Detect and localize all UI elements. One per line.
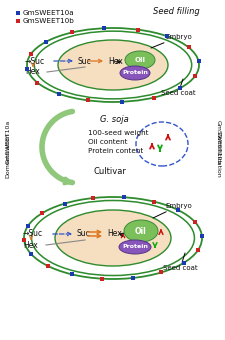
Text: Oil content: Oil content — [88, 139, 127, 145]
Text: GmSWEET10b: GmSWEET10b — [215, 120, 220, 164]
Text: Protein: Protein — [122, 244, 147, 250]
Ellipse shape — [124, 220, 157, 242]
Text: Cultivar: Cultivar — [93, 168, 126, 176]
Text: Hex: Hex — [23, 240, 38, 250]
Text: Oil: Oil — [135, 226, 146, 236]
Text: G. soja: G. soja — [99, 116, 128, 124]
Text: GmSWEET10b: GmSWEET10b — [23, 18, 74, 24]
Ellipse shape — [58, 40, 167, 90]
Text: Embryo: Embryo — [152, 203, 191, 218]
Ellipse shape — [119, 240, 150, 254]
Text: Hex: Hex — [25, 68, 40, 76]
Text: Domestication: Domestication — [215, 132, 220, 178]
Ellipse shape — [124, 51, 154, 69]
Text: Hex: Hex — [106, 230, 121, 238]
Text: Protein content: Protein content — [88, 148, 143, 154]
Text: GmSWEET10a: GmSWEET10a — [5, 120, 10, 164]
Text: Suc: Suc — [77, 230, 90, 238]
Text: Domestication: Domestication — [5, 132, 10, 178]
Text: Hex: Hex — [108, 56, 122, 66]
Text: 100-seed weight: 100-seed weight — [88, 130, 148, 136]
Text: Seed coat: Seed coat — [162, 253, 197, 271]
Text: Suc: Suc — [78, 56, 91, 66]
Text: Protein: Protein — [122, 70, 147, 75]
Text: Seed coat: Seed coat — [160, 79, 195, 96]
Text: Embryo: Embryo — [150, 34, 191, 48]
Text: Seed filling: Seed filling — [153, 7, 199, 16]
Text: Oil: Oil — [134, 57, 145, 63]
Ellipse shape — [55, 210, 170, 266]
Text: →Suc: →Suc — [23, 230, 43, 238]
Ellipse shape — [119, 66, 149, 80]
Text: →Suc: →Suc — [25, 56, 45, 66]
Text: GmSWEET10a: GmSWEET10a — [23, 10, 74, 16]
